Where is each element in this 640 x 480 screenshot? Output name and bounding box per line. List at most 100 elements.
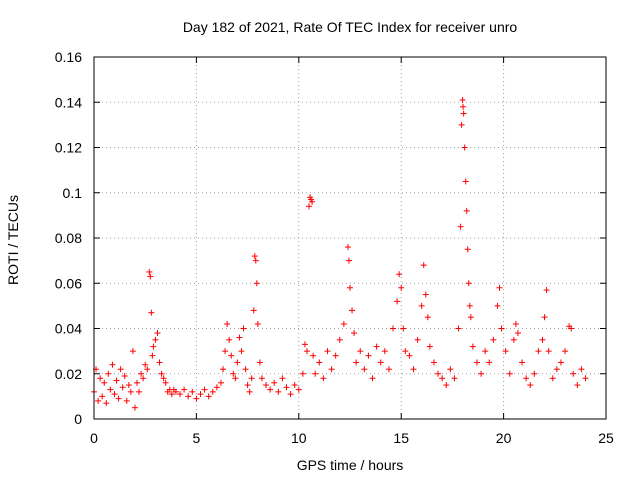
- data-point: [539, 336, 546, 343]
- data-point: [101, 379, 108, 386]
- data-point: [136, 388, 143, 395]
- data-point: [107, 386, 114, 393]
- x-tick-label: 0: [90, 430, 98, 446]
- data-point: [185, 393, 192, 400]
- data-point: [111, 391, 118, 398]
- data-point: [254, 320, 261, 327]
- data-point: [189, 388, 196, 395]
- data-point: [144, 366, 151, 373]
- y-tick-label: 0.04: [55, 321, 82, 337]
- y-axis-label: ROTI / TECUs: [5, 195, 21, 285]
- data-point: [213, 384, 220, 391]
- data-point: [158, 370, 165, 377]
- data-point: [201, 386, 208, 393]
- data-point: [549, 375, 556, 382]
- data-point: [426, 343, 433, 350]
- data-point: [181, 386, 188, 393]
- data-point: [418, 302, 425, 309]
- data-point: [253, 280, 260, 287]
- data-point: [498, 325, 505, 332]
- data-point: [109, 361, 116, 368]
- data-point: [385, 366, 392, 373]
- data-point: [461, 144, 468, 151]
- data-point: [469, 343, 476, 350]
- y-tick-label: 0: [74, 411, 82, 427]
- data-point: [510, 336, 517, 343]
- data-point: [460, 110, 467, 117]
- data-point: [127, 388, 134, 395]
- data-point: [396, 271, 403, 278]
- data-point: [519, 359, 526, 366]
- data-point: [117, 366, 124, 373]
- grid: [94, 57, 606, 419]
- data-point: [490, 336, 497, 343]
- data-point: [373, 343, 380, 350]
- data-point: [258, 375, 265, 382]
- data-point: [152, 336, 159, 343]
- data-point: [531, 370, 538, 377]
- data-point: [263, 382, 270, 389]
- data-point: [466, 302, 473, 309]
- y-tick-label: 0.16: [55, 49, 82, 65]
- data-point: [570, 370, 577, 377]
- data-point: [347, 284, 353, 291]
- data-point: [349, 307, 356, 314]
- data-point: [232, 375, 239, 382]
- x-tick-label: 25: [598, 430, 614, 446]
- data-point: [351, 330, 358, 337]
- data-point: [123, 397, 130, 404]
- data-point: [287, 391, 294, 398]
- y-tick-label: 0.02: [55, 366, 82, 382]
- x-tick-label: 20: [496, 430, 512, 446]
- data-point: [328, 366, 335, 373]
- data-point: [512, 320, 519, 327]
- data-point: [301, 341, 308, 348]
- data-point: [97, 375, 104, 382]
- data-point: [217, 379, 224, 386]
- data-point: [424, 314, 431, 321]
- data-point: [312, 370, 319, 377]
- data-point: [451, 375, 458, 382]
- data-point: [535, 348, 542, 355]
- data-point: [353, 359, 360, 366]
- data-point: [140, 375, 147, 382]
- data-point: [230, 370, 237, 377]
- data-point: [224, 320, 231, 327]
- data-point: [369, 375, 376, 382]
- data-point: [228, 352, 235, 359]
- data-point: [246, 388, 253, 395]
- data-point: [251, 253, 258, 260]
- data-point: [365, 352, 372, 359]
- data-point: [209, 388, 216, 395]
- data-point: [506, 370, 513, 377]
- data-point: [147, 273, 154, 280]
- data-point: [267, 386, 274, 393]
- data-point: [345, 257, 352, 264]
- data-point: [150, 343, 157, 350]
- data-point: [545, 348, 552, 355]
- data-point: [420, 262, 427, 269]
- data-point: [197, 391, 204, 398]
- data-point: [240, 325, 247, 332]
- data-point: [435, 370, 442, 377]
- y-tick-label: 0.12: [55, 140, 82, 156]
- data-point: [463, 207, 470, 214]
- data-point: [578, 366, 585, 373]
- data-point: [486, 359, 493, 366]
- data-point: [514, 330, 521, 337]
- data-point: [271, 379, 278, 386]
- data-point: [324, 348, 331, 355]
- data-point: [568, 325, 575, 332]
- data-point: [295, 386, 302, 393]
- data-point: [172, 388, 179, 395]
- data-point: [121, 373, 128, 380]
- data-point: [177, 391, 184, 398]
- data-point: [357, 348, 364, 355]
- data-point: [447, 366, 454, 373]
- data-point: [220, 366, 227, 373]
- data-point: [553, 366, 560, 373]
- data-point: [473, 359, 480, 366]
- data-point: [113, 377, 120, 384]
- data-point: [443, 382, 450, 389]
- data-point: [457, 223, 464, 230]
